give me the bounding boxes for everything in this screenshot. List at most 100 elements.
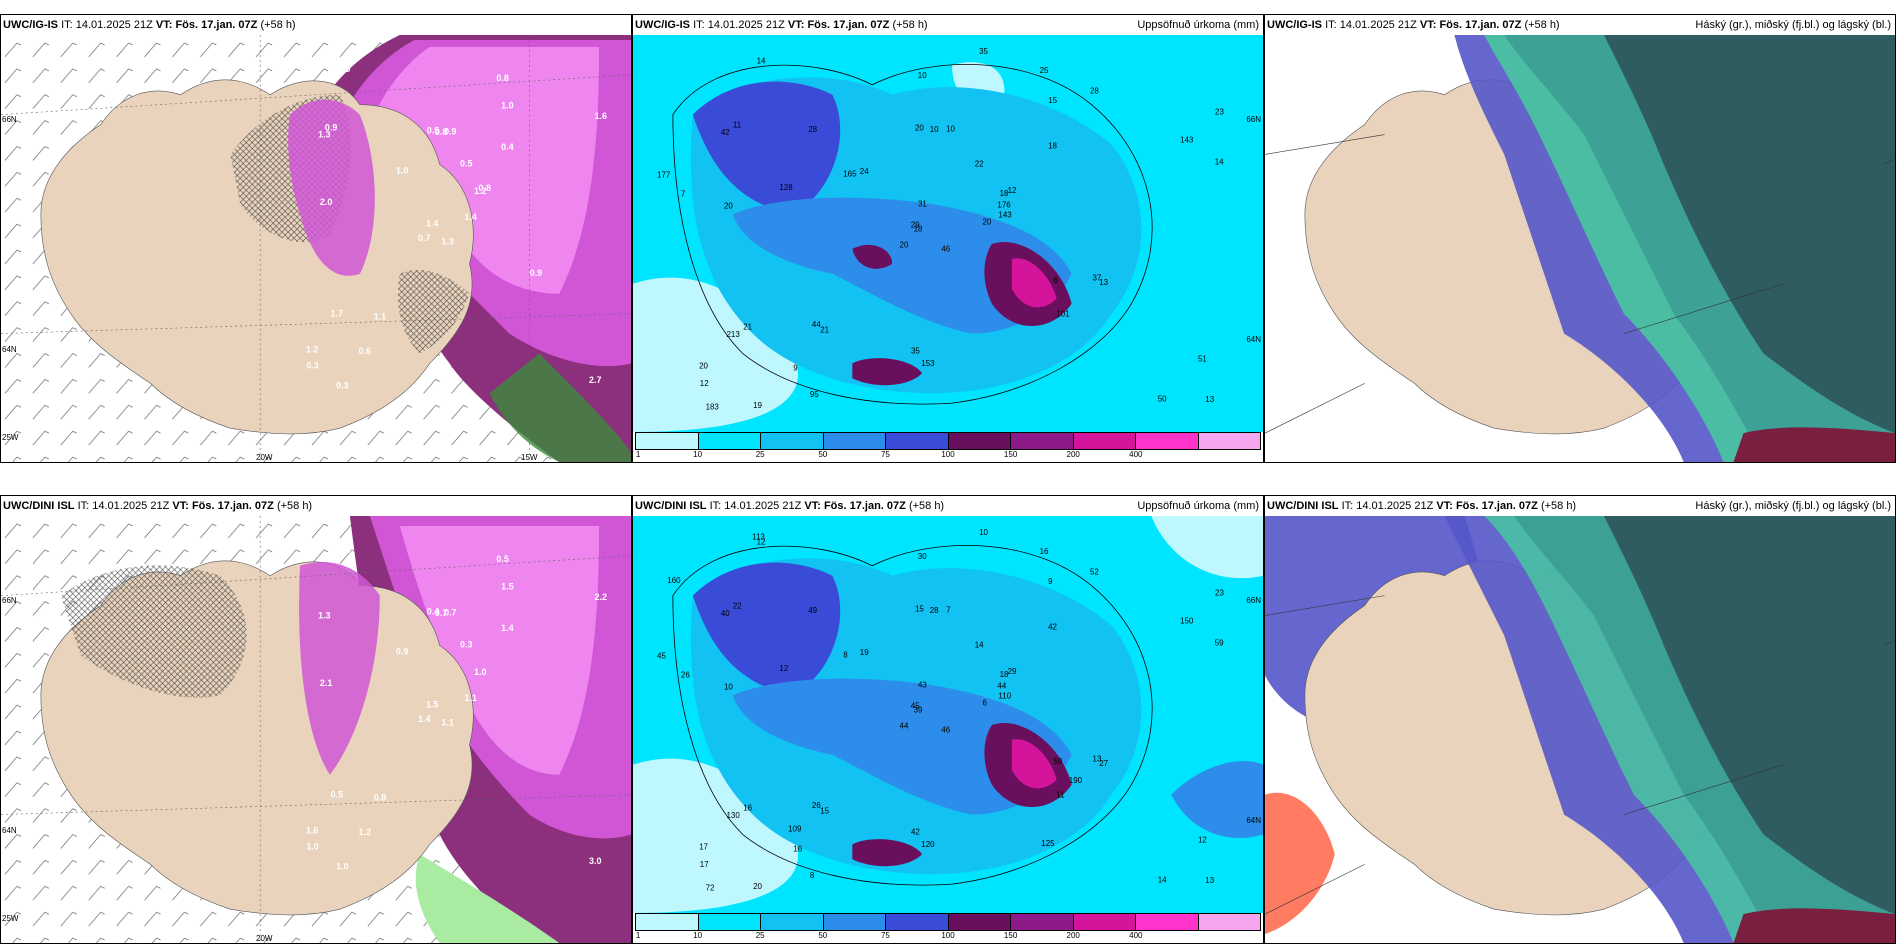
model-name: UWC/IG-IS [1267, 19, 1322, 31]
map-value-label: 1.6 [595, 111, 607, 121]
map-value-label: 153 [921, 359, 935, 368]
panel-header: UWC/DINI ISL IT: 14.01.2025 21Z VT: Fös.… [1265, 496, 1895, 516]
map-value-label: 23 [1215, 589, 1224, 598]
colorbar-cell [1011, 914, 1074, 930]
it-label: IT: [709, 500, 722, 512]
map-value-label: 26 [681, 671, 690, 680]
map-value-label: 19 [753, 401, 762, 410]
map-value-label: 29 [1008, 667, 1017, 676]
snow-over-land [299, 562, 380, 775]
colorbar-tick-label: 400 [1129, 450, 1143, 459]
cloud-dark-region [1603, 35, 1895, 434]
map-value-label: 24 [860, 167, 869, 176]
precip-mid-region [732, 678, 1072, 815]
map-value-label: 10 [918, 71, 927, 80]
lat-label-66: 66N [2, 596, 17, 605]
map-value-label: 10 [724, 683, 733, 692]
map-value-label: 2.0 [320, 197, 332, 207]
map-value-label: 11 [1056, 790, 1065, 799]
cloud-red-region [1733, 427, 1895, 462]
colorbar-tick-label: 200 [1066, 931, 1080, 940]
colorbar: 1 10 25 50 75 100 150 200 400 [635, 913, 1261, 943]
map-value-label: 213 [727, 330, 741, 339]
map-value-label: 30 [918, 552, 927, 561]
map-value-label: 0.9 [530, 268, 542, 278]
model-name: UWC/IG-IS [635, 19, 690, 31]
colorbar-tick-label: 25 [755, 450, 765, 459]
map-value-label: 113 [752, 533, 765, 542]
vt-value: Fös. 17.jan. 07Z [175, 19, 258, 31]
map-value-label: 0.3 [336, 380, 348, 390]
map-value-label: 39 [914, 705, 923, 714]
lead-time: (+58 h) [892, 19, 928, 31]
colorbar-cell [698, 914, 761, 930]
map-value-label: 8 [843, 651, 848, 660]
map-value-label: 59 [1053, 757, 1062, 766]
map-value-label: 15 [915, 605, 924, 614]
map-value-label: 7 [946, 606, 951, 615]
lon-label-20w: 20W [256, 934, 273, 943]
map-value-label: 25 [1040, 66, 1049, 75]
map-value-label: 16 [793, 844, 802, 853]
precip-highest-region [1011, 258, 1057, 308]
map-value-label: 45 [657, 651, 666, 660]
hatch-region [60, 565, 247, 698]
colorbar-cell [698, 433, 761, 449]
map-value-label: 1.0 [474, 667, 486, 677]
colorbar-tick-label: 25 [755, 931, 765, 940]
snow-light-region [399, 525, 600, 775]
lon-label-20w: 20W [256, 453, 273, 462]
colorbar-cell [886, 914, 949, 930]
map-value-label: 1.0 [501, 100, 513, 110]
vt-value: Fös. 17.jan. 07Z [191, 500, 274, 512]
map-value-label: 143 [998, 211, 1012, 220]
map-value-label: 0.5 [331, 789, 343, 799]
cloud-red-region [1265, 792, 1335, 935]
map-value-label: 176 [997, 200, 1011, 209]
map-value-label: 0.5 [427, 126, 439, 136]
lat-label-66: 66N [1246, 596, 1261, 605]
map-value-label: 17 [699, 843, 708, 852]
precip-highest-region [1011, 739, 1057, 789]
map-value-label: 44 [900, 722, 909, 731]
map-value-label: 20 [699, 362, 708, 371]
it-value: 14.01.2025 21Z [707, 19, 785, 31]
colorbar-cell [761, 433, 824, 449]
lat-label-64: 64N [2, 345, 17, 354]
colorbar-tick-label: 50 [818, 931, 828, 940]
map-value-label: 27 [1099, 759, 1108, 768]
iceland-coastline [672, 544, 1153, 886]
precip-mid-region [1171, 761, 1263, 838]
map-value-label: 1.4 [501, 623, 513, 633]
map-value-label: 1.4 [464, 212, 476, 222]
panel-title-right: Háský (gr.), miðský (fj.bl.) og lágský (… [1695, 19, 1891, 31]
lon-label-15w: 15W [521, 453, 538, 462]
map-value-label: 2.7 [589, 375, 601, 385]
colorbar: 1 10 25 50 75 100 150 200 400 [635, 432, 1261, 462]
map-value-label: 1.3 [318, 130, 330, 140]
vt-label: VT: [1419, 19, 1437, 31]
panel-r2-precip: UWC/DINI ISL IT: 14.01.2025 21Z VT: Fös.… [632, 495, 1264, 944]
colorbar-tick-label: 1 [635, 931, 641, 940]
map-value-label: 0.8 [496, 73, 508, 83]
panel-r1-snow: UWC/IG-IS IT: 14.01.2025 21Z VT: Fös. 17… [0, 14, 632, 463]
map-value-label: 1.7 [331, 308, 343, 318]
map-value-label: 35 [979, 47, 988, 56]
map-value-label: 1.2 [359, 827, 371, 837]
panel-r1-precip: UWC/IG-IS IT: 14.01.2025 21Z VT: Fös. 17… [632, 14, 1264, 463]
precip-mid-region [692, 562, 841, 696]
map-value-label: 18 [1000, 670, 1009, 679]
map-value-label: 23 [1215, 108, 1224, 117]
map-value-label: 20 [982, 217, 991, 226]
panel-r2-snow: UWC/DINI ISL IT: 14.01.2025 21Z VT: Fös.… [0, 495, 632, 944]
map-value-label: 12 [1198, 836, 1207, 845]
map-value-label: 1.0 [396, 165, 408, 175]
map-value-label: 20 [900, 241, 909, 250]
map-value-label: 44 [997, 681, 1006, 690]
snow-value-labels: 1.31.31.41.21.21.10.80.91.01.42.92.72.01… [306, 64, 607, 391]
map-value-label: 9 [1048, 577, 1053, 586]
map-value-label: 20 [915, 124, 924, 133]
precip-map: 46 40 39 17 18 15 16 7 9 6 12 13 10 23 44 42 20 15 14 16 19 1… [633, 516, 1263, 913]
colorbar-cell [823, 433, 886, 449]
map-value-label: 109 [788, 825, 802, 834]
